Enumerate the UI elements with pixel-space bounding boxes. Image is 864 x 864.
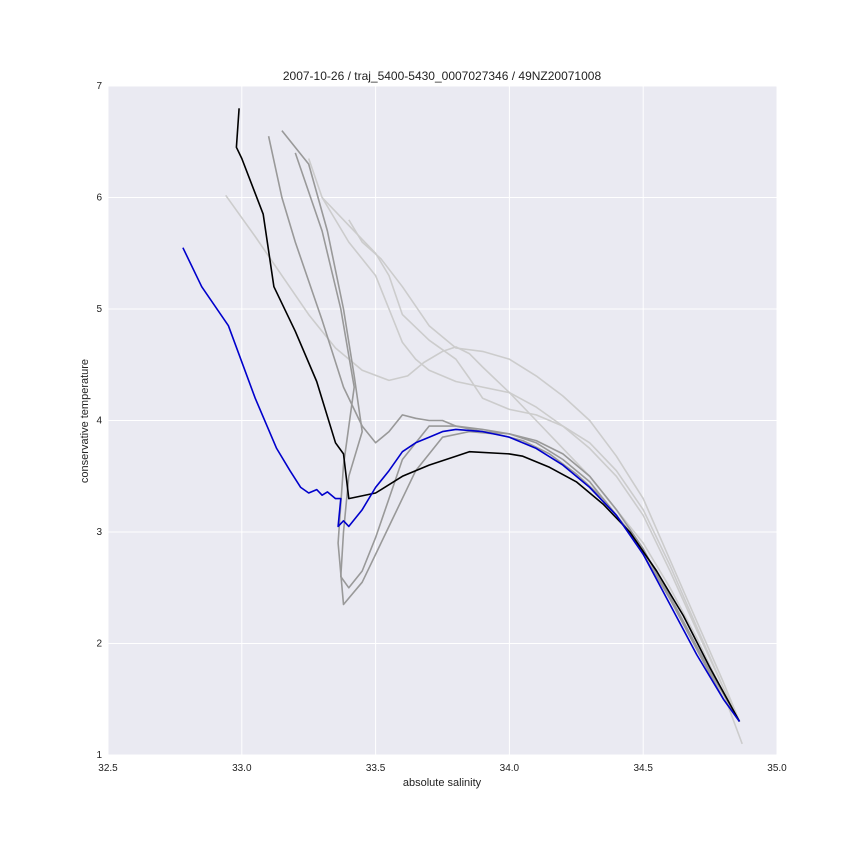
series-line-1 (225, 194, 743, 745)
y-axis-ticks: 1 2 3 4 5 6 7 (96, 81, 102, 761)
series-group (182, 108, 743, 745)
y-tick-label: 3 (96, 527, 102, 538)
x-tick-label: 35.0 (767, 763, 787, 774)
chart-title: 2007-10-26 / traj_5400-5430_0007027346 /… (283, 69, 602, 83)
x-tick-label: 34.0 (500, 763, 520, 774)
y-tick-label: 7 (96, 81, 102, 92)
y-tick-label: 5 (96, 304, 102, 315)
y-tick-label: 1 (96, 750, 102, 761)
series-line-2 (348, 219, 741, 722)
x-axis-label: absolute salinity (403, 777, 482, 789)
y-tick-label: 6 (96, 193, 102, 204)
series-line-9 (182, 247, 741, 722)
y-tick-label: 4 (96, 416, 102, 427)
series-line-6 (281, 130, 741, 722)
series-line-8 (235, 108, 741, 722)
x-tick-label: 33.0 (232, 763, 252, 774)
series-line-4 (321, 197, 741, 722)
x-tick-label: 34.5 (633, 763, 653, 774)
series-line-3 (307, 158, 741, 722)
x-tick-label: 32.5 (98, 763, 118, 774)
y-tick-label: 2 (96, 639, 102, 650)
y-axis-label: conservative temperature (79, 359, 91, 483)
x-tick-label: 33.5 (366, 763, 386, 774)
x-axis-ticks: 32.5 33.0 33.5 34.0 34.5 35.0 (98, 763, 787, 774)
